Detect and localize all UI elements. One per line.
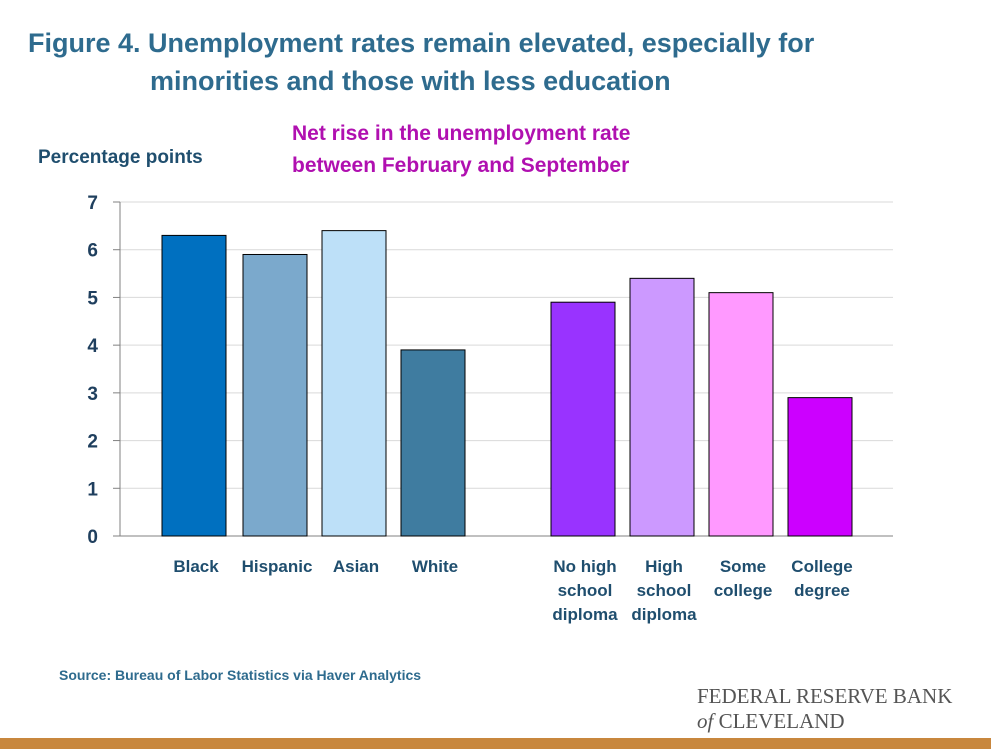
x-category-label: Asian [333, 557, 379, 576]
figure-title-line-1: Figure 4. Unemployment rates remain elev… [28, 28, 815, 58]
y-tick-label: 0 [87, 527, 98, 548]
x-category-label: diploma [631, 605, 697, 624]
logo-of: of [697, 709, 714, 733]
x-category-label: College [791, 557, 852, 576]
x-category-label: school [637, 581, 692, 600]
bar [550, 301, 616, 537]
bar [787, 397, 853, 537]
x-category-label: High [645, 557, 683, 576]
bar [708, 292, 774, 537]
figure-title-line-2: minorities and those with less education [150, 66, 671, 96]
chart-title-line-1: Net rise in the unemployment rate [292, 122, 631, 145]
y-tick-label: 4 [87, 336, 98, 357]
x-category-label: Hispanic [242, 557, 313, 576]
x-category-label: college [714, 581, 773, 600]
x-category-label: degree [794, 581, 850, 600]
logo-cleveland: CLEVELAND [713, 709, 845, 733]
x-category-label: Some [720, 557, 766, 576]
x-category-label: Black [173, 557, 219, 576]
x-category-label: diploma [552, 605, 618, 624]
source-note: Source: Bureau of Labor Statistics via H… [59, 667, 422, 683]
bottom-accent-bar [0, 738, 991, 749]
x-category-label: White [412, 557, 458, 576]
chart-title-line-2: between February and September [292, 154, 630, 177]
logo-line-1: FEDERAL RESERVE BANK [697, 684, 953, 708]
y-tick-label: 2 [87, 432, 98, 453]
chart-title: Net rise in the unemployment rate betwee… [292, 118, 630, 182]
y-tick-label: 7 [87, 193, 98, 214]
bar [242, 253, 308, 537]
fed-logo: FEDERAL RESERVE BANK of CLEVELAND [697, 684, 952, 734]
y-axis-label: Percentage points [38, 147, 203, 168]
bar [400, 349, 466, 537]
bar [321, 230, 387, 537]
x-category-label: school [558, 581, 613, 600]
y-tick-label: 1 [87, 479, 98, 500]
x-category-label: No high [553, 557, 616, 576]
y-tick-label: 6 [87, 241, 98, 262]
bar [629, 277, 695, 537]
y-tick-label: 5 [87, 288, 98, 309]
logo-line-2: of CLEVELAND [697, 709, 952, 734]
bar [161, 234, 227, 537]
y-tick-label: 3 [87, 384, 98, 405]
